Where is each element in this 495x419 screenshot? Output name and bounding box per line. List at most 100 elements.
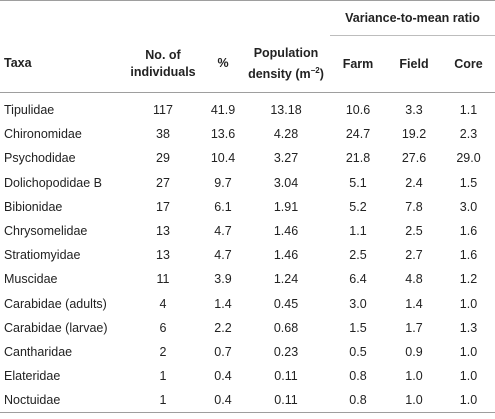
cell-core: 2.3 bbox=[459, 127, 478, 142]
cell-percent: 1.4 bbox=[214, 296, 232, 311]
cell-individuals: 11 bbox=[156, 272, 170, 287]
cell-farm: 6.4 bbox=[349, 272, 367, 287]
cell-taxa: Chironomidae bbox=[4, 127, 82, 142]
cell-farm: 21.8 bbox=[345, 151, 371, 166]
cell-density: 13.18 bbox=[270, 103, 302, 118]
col-individuals: No. of individuals bbox=[122, 35, 204, 93]
cell-farm: 10.6 bbox=[345, 103, 371, 118]
cell-core: 29.0 bbox=[456, 151, 481, 166]
table-header: Variance-to-mean ratio Taxa No. of indiv… bbox=[0, 0, 495, 93]
cell-density: 0.11 bbox=[242, 388, 330, 414]
cell-core: 1.5 bbox=[459, 175, 478, 190]
cell-core: 1.0 bbox=[459, 369, 478, 384]
cell-field: 3.3 bbox=[405, 103, 423, 118]
cell-percent: 0.7 bbox=[214, 344, 232, 359]
cell-field: 2.7 bbox=[405, 248, 423, 263]
cell-farm: 1.1 bbox=[349, 224, 367, 239]
cell-field: 1.7 bbox=[405, 320, 423, 335]
cell-density: 3.04 bbox=[273, 175, 299, 190]
cell-field: 4.8 bbox=[405, 272, 423, 287]
cell-core: 3.0 bbox=[459, 199, 478, 214]
cell-density: 4.28 bbox=[273, 127, 299, 142]
cell-density: 1.46 bbox=[273, 224, 299, 239]
table-row: Stratiomyidae 13 4.7 1.46 2.5 2.7 1.6 bbox=[0, 243, 495, 267]
cell-density: 1.46 bbox=[273, 248, 299, 263]
cell-taxa: Bibionidae bbox=[4, 199, 63, 214]
cell-field: 19.2 bbox=[401, 127, 427, 142]
cell-farm: 0.8 bbox=[330, 388, 386, 414]
table-row: Muscidae 11 3.9 1.24 6.4 4.8 1.2 bbox=[0, 267, 495, 291]
cell-taxa: Chrysomelidae bbox=[4, 224, 88, 239]
cell-taxa: Stratiomyidae bbox=[4, 248, 81, 263]
cell-farm: 2.5 bbox=[349, 248, 367, 263]
cell-taxa: Carabidae (larvae) bbox=[4, 320, 108, 335]
cell-field: 2.4 bbox=[405, 175, 423, 190]
cell-farm: 3.0 bbox=[349, 296, 367, 311]
cell-density: 1.91 bbox=[273, 199, 299, 214]
cell-individuals: 2 bbox=[159, 344, 167, 359]
cell-taxa: Noctuidae bbox=[0, 388, 122, 414]
cell-field: 1.0 bbox=[386, 388, 442, 414]
cell-percent: 41.9 bbox=[210, 103, 236, 118]
table-row: Chrysomelidae 13 4.7 1.46 1.1 2.5 1.6 bbox=[0, 219, 495, 243]
cell-percent: 2.2 bbox=[214, 320, 232, 335]
col-percent: % bbox=[204, 35, 242, 93]
cell-percent: 0.4 bbox=[214, 369, 232, 384]
cell-individuals: 13 bbox=[156, 248, 170, 263]
cell-density: 3.27 bbox=[273, 151, 299, 166]
table-row: Tipulidae 117 41.9 13.18 10.6 3.3 1.1 bbox=[0, 98, 495, 122]
cell-percent: 10.4 bbox=[210, 151, 236, 166]
cell-core: 1.0 bbox=[442, 388, 495, 414]
cell-farm: 24.7 bbox=[345, 127, 371, 142]
variance-to-mean-header: Variance-to-mean ratio bbox=[330, 0, 495, 36]
cell-core: 1.0 bbox=[459, 344, 478, 359]
cell-density: 0.68 bbox=[273, 320, 299, 335]
cell-individuals: 1 bbox=[159, 369, 167, 384]
col-field: Field bbox=[386, 35, 442, 93]
table-row: Cantharidae 2 0.7 0.23 0.5 0.9 1.0 bbox=[0, 340, 495, 364]
cell-percent: 4.7 bbox=[214, 224, 232, 239]
cell-density: 1.24 bbox=[273, 272, 299, 287]
cell-percent: 9.7 bbox=[214, 175, 232, 190]
cell-core: 1.1 bbox=[459, 103, 478, 118]
cell-taxa: Carabidae (adults) bbox=[4, 296, 107, 311]
cell-density: 0.45 bbox=[273, 296, 299, 311]
cell-percent: 13.6 bbox=[210, 127, 236, 142]
table-row: Bibionidae 17 6.1 1.91 5.2 7.8 3.0 bbox=[0, 195, 495, 219]
cell-field: 2.5 bbox=[405, 224, 423, 239]
cell-individuals: 27 bbox=[156, 175, 170, 190]
table-row: Carabidae (larvae) 6 2.2 0.68 1.5 1.7 1.3 bbox=[0, 316, 495, 340]
cell-taxa: Elateridae bbox=[4, 369, 61, 384]
col-density: Population density (m−2) bbox=[242, 35, 330, 93]
table-row: Noctuidae 1 0.4 0.11 0.8 1.0 1.0 bbox=[0, 388, 495, 414]
table-row: Psychodidae 29 10.4 3.27 21.8 27.6 29.0 bbox=[0, 146, 495, 170]
cell-farm: 0.5 bbox=[349, 344, 367, 359]
table-body: Tipulidae 117 41.9 13.18 10.6 3.3 1.1 Chironomi… bbox=[0, 93, 495, 414]
cell-individuals: 29 bbox=[156, 151, 170, 166]
cell-percent: 0.4 bbox=[204, 388, 242, 414]
cell-farm: 5.1 bbox=[349, 175, 367, 190]
cell-core: 1.6 bbox=[459, 248, 478, 263]
cell-field: 1.4 bbox=[405, 296, 423, 311]
cell-percent: 3.9 bbox=[214, 272, 232, 287]
cell-individuals: 117 bbox=[153, 103, 173, 118]
cell-individuals: 17 bbox=[156, 199, 170, 214]
col-core: Core bbox=[442, 35, 495, 93]
cell-core: 1.6 bbox=[459, 224, 478, 239]
cell-individuals: 6 bbox=[159, 320, 167, 335]
table-row: Carabidae (adults) 4 1.4 0.45 3.0 1.4 1.0 bbox=[0, 292, 495, 316]
cell-percent: 6.1 bbox=[214, 199, 232, 214]
cell-field: 27.6 bbox=[401, 151, 427, 166]
table-row: Chironomidae 38 13.6 4.28 24.7 19.2 2.3 bbox=[0, 122, 495, 146]
cell-taxa: Muscidae bbox=[4, 272, 58, 287]
cell-field: 0.9 bbox=[405, 344, 423, 359]
cell-farm: 0.8 bbox=[349, 369, 367, 384]
cell-individuals: 38 bbox=[156, 127, 170, 142]
column-header-row: Taxa No. of individuals % Population den… bbox=[0, 35, 495, 93]
cell-core: 1.0 bbox=[459, 296, 478, 311]
cell-individuals: 13 bbox=[156, 224, 170, 239]
table-row: Elateridae 1 0.4 0.11 0.8 1.0 1.0 bbox=[0, 364, 495, 388]
cell-taxa: Cantharidae bbox=[4, 344, 73, 359]
cell-field: 1.0 bbox=[405, 369, 423, 384]
